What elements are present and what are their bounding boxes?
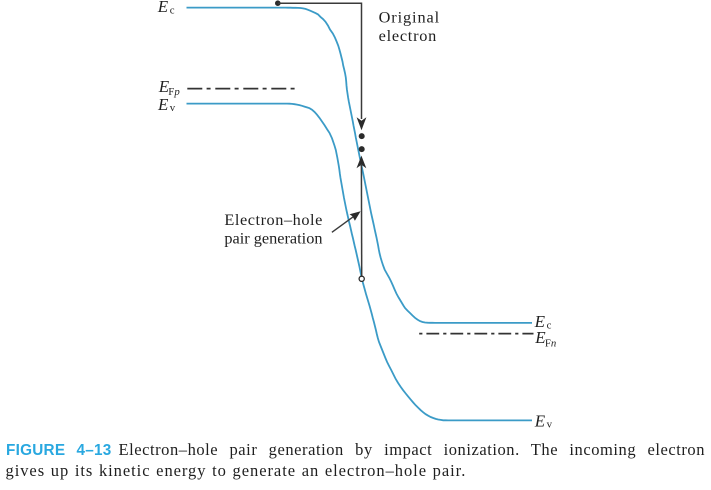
svg-text:c: c: [547, 319, 552, 331]
svg-text:E: E: [534, 312, 546, 331]
svg-text:c: c: [170, 5, 175, 17]
svg-text:v: v: [547, 418, 553, 430]
svg-text:E: E: [158, 77, 170, 96]
svg-text:Original: Original: [379, 8, 440, 27]
svg-text:E: E: [534, 411, 546, 430]
svg-text:v: v: [170, 102, 176, 114]
svg-text:Electron–hole: Electron–hole: [224, 210, 322, 229]
svg-text:electron: electron: [379, 26, 437, 45]
svg-text:Fn: Fn: [545, 337, 556, 349]
svg-text:E: E: [157, 95, 169, 114]
svg-text:E: E: [157, 0, 169, 16]
svg-text:Fp: Fp: [168, 86, 180, 98]
svg-text:E: E: [534, 328, 546, 347]
svg-text:pair generation: pair generation: [224, 229, 322, 248]
